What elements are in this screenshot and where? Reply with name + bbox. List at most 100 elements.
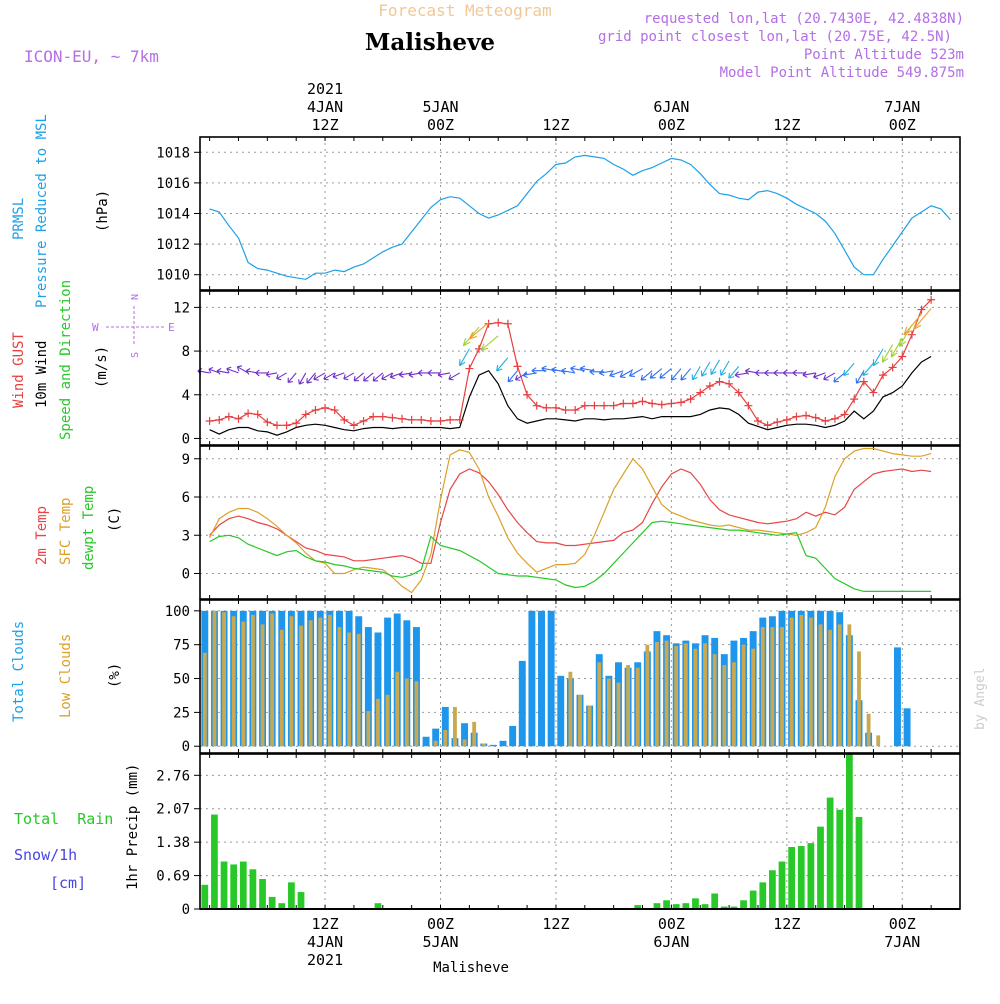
temp-dewpt-label: dewpt Temp bbox=[81, 486, 97, 570]
wind-arrow bbox=[398, 371, 412, 378]
total-cloud-bar bbox=[509, 725, 517, 747]
precip-snow-label: Snow/1h bbox=[14, 846, 77, 864]
top-time-label: 00Z bbox=[658, 116, 685, 134]
wind-arrow bbox=[734, 371, 749, 379]
wind-ytick-label: 8 bbox=[182, 344, 190, 360]
temp-ytick-label: 0 bbox=[182, 567, 190, 583]
gust-marker bbox=[551, 403, 560, 412]
pressure-unit: (hPa) bbox=[95, 190, 111, 232]
temp-ytick-label: 9 bbox=[182, 452, 190, 468]
gust-marker bbox=[272, 421, 281, 430]
wind-10m-line bbox=[209, 355, 932, 436]
wind-arrow bbox=[507, 370, 518, 383]
rain-bar bbox=[826, 797, 834, 909]
gust-marker bbox=[917, 305, 926, 314]
low-cloud-bar bbox=[385, 694, 390, 747]
precip-ytick-label: 0.69 bbox=[156, 869, 190, 885]
low-cloud-bar bbox=[222, 612, 226, 747]
clouds-ytick-label: 100 bbox=[165, 604, 190, 620]
precip-ytick-label: 1.38 bbox=[156, 835, 190, 851]
low-cloud-bar bbox=[703, 643, 707, 747]
low-cloud-bar bbox=[462, 739, 467, 747]
clouds-ytick-label: 25 bbox=[173, 705, 190, 721]
gust-marker bbox=[763, 421, 772, 430]
bottom-time-label: 00Z bbox=[658, 915, 685, 933]
gust-marker bbox=[542, 403, 551, 412]
gust-marker bbox=[638, 397, 647, 406]
wind-arrow bbox=[670, 368, 682, 381]
rain-bar bbox=[672, 904, 680, 909]
precip-ytick-label: 0 bbox=[182, 902, 190, 918]
gust-marker bbox=[725, 379, 734, 388]
bottom-time-label: 7JAN bbox=[884, 933, 920, 951]
low-cloud-bar bbox=[693, 648, 698, 747]
low-cloud-bar bbox=[799, 614, 804, 747]
gust-marker bbox=[657, 400, 666, 409]
clouds-unit: (%) bbox=[107, 663, 123, 688]
wind-ytick-label: 4 bbox=[182, 388, 190, 404]
gust-marker bbox=[253, 410, 262, 419]
wind-dir-label: Speed and Direction bbox=[58, 280, 74, 440]
total-cloud-bar bbox=[384, 617, 392, 747]
gust-marker bbox=[792, 412, 801, 421]
wind-arrow bbox=[855, 370, 865, 384]
wind-arrow bbox=[579, 365, 595, 373]
rain-bar bbox=[249, 869, 257, 909]
total-cloud-bar bbox=[894, 647, 901, 747]
wind-arrow bbox=[640, 370, 653, 381]
gust-marker bbox=[609, 401, 618, 410]
gust-marker bbox=[407, 415, 416, 424]
wind-arrow bbox=[287, 372, 297, 384]
rain-bar bbox=[855, 816, 863, 909]
gust-marker bbox=[821, 416, 830, 425]
rain-bar bbox=[692, 898, 699, 909]
top-time-label: 12Z bbox=[542, 116, 569, 134]
compass-north: N bbox=[130, 294, 141, 300]
wind-arrow bbox=[720, 360, 730, 376]
low-cloud-bar bbox=[337, 627, 342, 747]
gust-marker bbox=[532, 401, 541, 410]
gust-marker bbox=[417, 415, 426, 424]
wind-arrow bbox=[551, 366, 566, 374]
low-cloud-bar bbox=[308, 620, 313, 747]
bottom-time-label: 6JAN bbox=[653, 933, 689, 951]
gust-marker bbox=[619, 399, 628, 408]
gust-marker bbox=[494, 318, 503, 327]
compass-west: W bbox=[92, 321, 99, 334]
gust-marker bbox=[215, 415, 224, 424]
rain-bar bbox=[720, 906, 728, 909]
tsfc-line bbox=[209, 447, 932, 594]
wind-arrow bbox=[276, 372, 287, 381]
rain-bar bbox=[239, 861, 247, 909]
low-cloud-bar bbox=[395, 671, 400, 747]
wind-arrow bbox=[619, 369, 634, 378]
precip-ytick-label: 2.76 bbox=[156, 768, 190, 784]
bottom-time-label: 00Z bbox=[427, 915, 454, 933]
gust-marker bbox=[898, 352, 907, 361]
top-time-label: 00Z bbox=[427, 116, 454, 134]
gust-marker bbox=[484, 319, 493, 328]
wind-arrow bbox=[448, 372, 461, 381]
precip-panel: 0 0.69 1.38 2.07 2.76 bbox=[156, 754, 960, 918]
gust-marker bbox=[927, 295, 936, 304]
bottom-time-label: 12Z bbox=[773, 915, 800, 933]
low-cloud-bar bbox=[780, 627, 784, 747]
compass-rose: N S W E bbox=[92, 294, 175, 358]
low-cloud-bar bbox=[453, 706, 457, 747]
bottom-time-label: 12Z bbox=[312, 915, 339, 933]
gust-marker bbox=[677, 398, 686, 407]
low-cloud-bar bbox=[722, 664, 727, 747]
low-cloud-bar bbox=[683, 643, 688, 747]
wind-gust-label: Wind GUST bbox=[11, 332, 27, 408]
wind-arrow bbox=[353, 372, 364, 382]
wind-arrow bbox=[912, 308, 932, 331]
gust-marker bbox=[879, 371, 888, 380]
wind-arrow bbox=[265, 370, 278, 378]
low-cloud-bar bbox=[231, 616, 236, 747]
low-cloud-bar bbox=[202, 652, 207, 747]
rain-bar bbox=[653, 903, 661, 909]
footer-location: Malisheve bbox=[433, 960, 509, 976]
bottom-time-label: 4JAN bbox=[307, 933, 343, 951]
low-cloud-bar bbox=[741, 644, 746, 747]
low-cloud-bar bbox=[568, 671, 573, 747]
